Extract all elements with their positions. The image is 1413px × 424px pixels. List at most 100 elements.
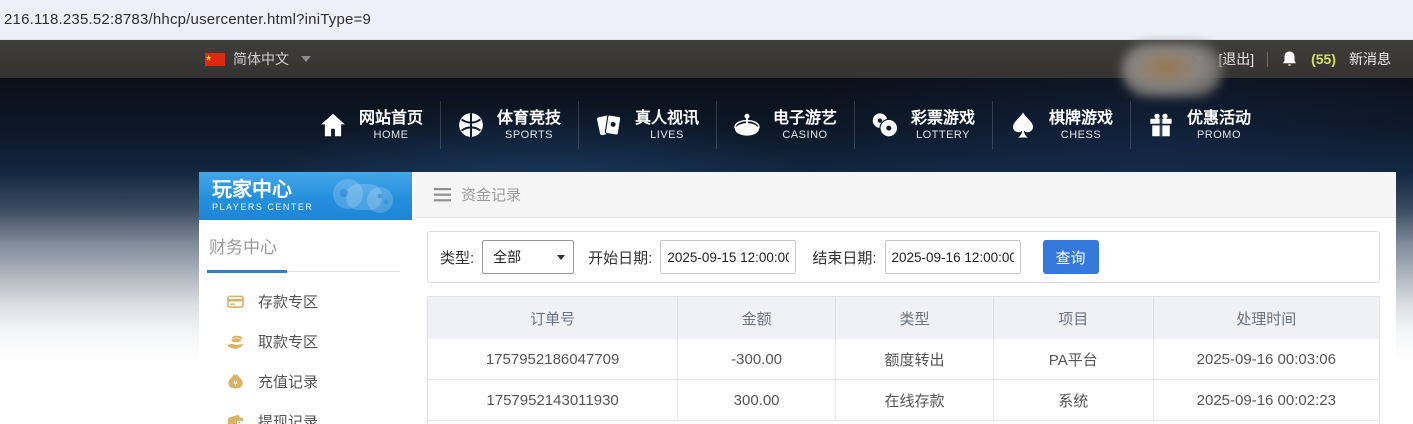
nav-lives-zh: 真人视讯 bbox=[634, 109, 699, 127]
withdraw-hand-icon bbox=[227, 335, 244, 349]
language-selector[interactable]: 简体中文 bbox=[205, 49, 311, 69]
sidebar-title: 玩家中心 bbox=[212, 179, 292, 201]
sidebar-item-label: 充值记录 bbox=[258, 373, 319, 391]
home-icon bbox=[321, 113, 345, 137]
cell-type: 额度转出 bbox=[835, 339, 993, 379]
table-header-row: 订单号 金额 类型 项目 处理时间 bbox=[428, 297, 1379, 339]
cell-project: 系统 bbox=[992, 380, 1153, 420]
table-row: 1757952143011930 300.00 在线存款 系统 2025-09-… bbox=[428, 379, 1379, 420]
cell-amount: -300.00 bbox=[677, 339, 835, 379]
players-center-header: 玩家中心 PLAYERS CENTER bbox=[199, 172, 412, 220]
main-header: 资金记录 bbox=[414, 172, 1396, 218]
username-redacted bbox=[1122, 43, 1222, 97]
page-url[interactable]: 216.118.235.52:8783/hhcp/usercenter.html… bbox=[4, 11, 372, 28]
chevron-down-icon bbox=[301, 56, 311, 62]
language-label: 简体中文 bbox=[233, 51, 289, 67]
svg-text:¥: ¥ bbox=[233, 378, 238, 387]
column-header-project: 项目 bbox=[992, 297, 1153, 339]
column-header-type: 类型 bbox=[835, 297, 993, 339]
start-date-label: 开始日期: bbox=[588, 249, 653, 267]
cell-project: PA平台 bbox=[992, 339, 1153, 379]
chevron-down-icon bbox=[557, 254, 566, 260]
sidebar-item-withdrawal-record[interactable]: 提现记录 bbox=[199, 401, 412, 424]
finance-center-heading: 财务中心 bbox=[209, 238, 277, 257]
nav-item-casino[interactable]: 电子游艺 CASINO bbox=[716, 101, 854, 149]
nav-promo-zh: 优惠活动 bbox=[1186, 109, 1251, 127]
filter-bar: 类型: 全部 开始日期: 结束日期: 查询 bbox=[427, 231, 1380, 283]
type-select-value: 全部 bbox=[493, 249, 522, 265]
nav-sports-zh: 体育竞技 bbox=[496, 109, 561, 127]
hamburger-icon[interactable] bbox=[434, 187, 451, 202]
end-date-label: 结束日期: bbox=[812, 249, 877, 267]
main-nav: 网站首页 HOME 体育竞技 SPORTS bbox=[0, 78, 1413, 172]
china-flag-icon bbox=[205, 52, 225, 66]
nav-item-home[interactable]: 网站首页 HOME bbox=[303, 101, 440, 149]
nav-home-en: HOME bbox=[373, 128, 409, 141]
money-bag-icon: ¥ bbox=[228, 374, 243, 388]
wallet-icon bbox=[227, 414, 244, 424]
nav-chess-zh: 棋牌游戏 bbox=[1048, 109, 1113, 127]
browser-url-bar[interactable]: 216.118.235.52:8783/hhcp/usercenter.html… bbox=[0, 0, 1413, 40]
nav-lottery-zh: 彩票游戏 bbox=[910, 109, 975, 127]
start-date-input[interactable] bbox=[660, 240, 797, 274]
gift-icon bbox=[1150, 113, 1172, 137]
logout-button[interactable]: [退出] bbox=[1218, 51, 1255, 67]
cell-time: 2025-09-16 00:02:23 bbox=[1152, 380, 1379, 420]
nav-lives-en: LIVES bbox=[650, 128, 684, 141]
sidebar-item-label: 取款专区 bbox=[258, 333, 319, 351]
sidebar-subtitle: PLAYERS CENTER bbox=[212, 202, 314, 212]
column-header-time: 处理时间 bbox=[1152, 297, 1379, 339]
sidebar-item-label: 存款专区 bbox=[258, 293, 319, 311]
sidebar-item-recharge-record[interactable]: ¥ 充值记录 bbox=[199, 361, 412, 401]
new-messages-link[interactable]: 新消息 bbox=[1349, 51, 1391, 67]
nav-item-sports[interactable]: 体育竞技 SPORTS bbox=[440, 101, 578, 149]
search-button[interactable]: 查询 bbox=[1042, 240, 1099, 274]
cell-order-no: 1757952186047709 bbox=[485, 350, 620, 368]
nav-casino-zh: 电子游艺 bbox=[772, 109, 837, 127]
funds-record-table: 订单号 金额 类型 项目 处理时间 1757952186047709 -300.… bbox=[427, 296, 1380, 424]
main-body: 类型: 全部 开始日期: 结束日期: 查询 订单号 金额 类型 bbox=[414, 218, 1396, 424]
cell-type: 在线存款 bbox=[835, 380, 993, 420]
nav-item-chess[interactable]: 棋牌游戏 CHESS bbox=[992, 101, 1130, 149]
sidebar-item-label: 提现记录 bbox=[258, 413, 319, 424]
cell-order-no: 1757952143011930 bbox=[486, 391, 619, 409]
divider bbox=[1267, 51, 1269, 67]
page-title: 资金记录 bbox=[461, 187, 522, 204]
roulette-icon bbox=[734, 113, 760, 136]
cell-time: 2025-09-16 00:03:06 bbox=[1152, 339, 1379, 379]
nav-item-lives[interactable]: 真人视讯 LIVES bbox=[578, 101, 716, 149]
column-header-order-no: 订单号 bbox=[530, 310, 576, 328]
deposit-card-icon bbox=[227, 295, 244, 308]
message-count[interactable]: (55) bbox=[1311, 51, 1336, 67]
main-area: 资金记录 类型: 全部 开始日期: 结束日期: 查询 bbox=[412, 172, 1396, 424]
nav-item-promo[interactable]: 优惠活动 PROMO bbox=[1130, 101, 1268, 149]
nav-lottery-en: LOTTERY bbox=[915, 128, 971, 141]
sidebar-menu: 存款专区 取款专区 ¥ 充值记录 bbox=[199, 281, 412, 424]
sidebar: 玩家中心 PLAYERS CENTER 财务中心 存款专区 bbox=[199, 172, 412, 424]
cell-amount: 300.00 bbox=[677, 380, 835, 420]
nav-chess-en: CHESS bbox=[1060, 128, 1102, 141]
gamepad-watermark-icon bbox=[333, 179, 393, 213]
finance-center-underline bbox=[207, 269, 400, 273]
column-header-amount: 金额 bbox=[677, 297, 835, 339]
nav-home-zh: 网站首页 bbox=[358, 109, 423, 127]
type-select[interactable]: 全部 bbox=[482, 240, 575, 274]
spade-icon bbox=[1013, 112, 1033, 138]
top-bar-right: [退出] (55) 新消息 bbox=[1195, 49, 1391, 69]
lottery-balls-icon bbox=[872, 113, 899, 138]
playing-cards-icon bbox=[597, 114, 622, 136]
content-panel: 玩家中心 PLAYERS CENTER 财务中心 存款专区 bbox=[199, 172, 1396, 424]
sidebar-item-deposit-zone[interactable]: 存款专区 bbox=[199, 281, 412, 321]
hero-background: 网站首页 HOME 体育竞技 SPORTS bbox=[0, 78, 1413, 424]
top-bar: 简体中文 [退出] (55) 新消息 bbox=[0, 40, 1413, 97]
sidebar-item-withdraw-zone[interactable]: 取款专区 bbox=[199, 321, 412, 361]
table-row: 1757952186047709 -300.00 额度转出 PA平台 2025-… bbox=[428, 339, 1379, 379]
type-label: 类型: bbox=[440, 249, 475, 267]
nav-casino-en: CASINO bbox=[782, 128, 828, 141]
end-date-input[interactable] bbox=[884, 240, 1021, 274]
nav-sports-en: SPORTS bbox=[504, 128, 554, 141]
notification-bell-icon[interactable] bbox=[1281, 50, 1298, 68]
sports-ball-icon bbox=[459, 113, 483, 137]
nav-item-lottery[interactable]: 彩票游戏 LOTTERY bbox=[854, 101, 992, 149]
table-row-partial bbox=[428, 420, 1379, 424]
